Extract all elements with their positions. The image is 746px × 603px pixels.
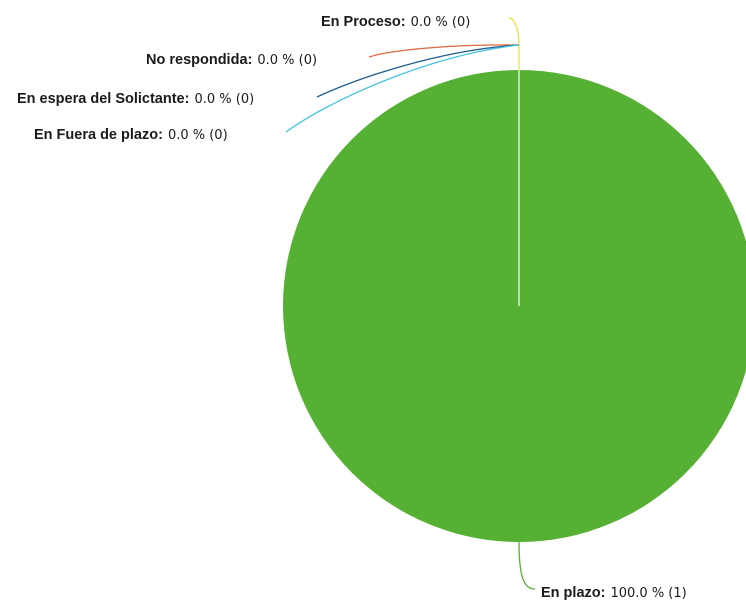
label-name: En espera del Solictante	[17, 91, 185, 107]
label-value: 100.0 % (1)	[610, 586, 686, 601]
label-value: 0.0 % (0)	[411, 15, 471, 30]
leader-line-no-respondida	[368, 44, 520, 58]
label-name: En plazo	[541, 585, 601, 601]
data-label-en-plazo: En plazo: 100.0 % (1)	[541, 585, 687, 601]
leader-line-en-espera-del-solictante	[316, 44, 520, 98]
label-colon: :	[401, 14, 406, 30]
label-colon: :	[248, 52, 253, 68]
label-name: En Fuera de plazo	[34, 127, 158, 143]
label-value: 0.0 % (0)	[257, 53, 317, 68]
data-label-en-proceso: En Proceso: 0.0 % (0)	[321, 14, 470, 30]
label-value: 0.0 % (0)	[168, 128, 228, 143]
label-colon: :	[601, 585, 606, 601]
pie-slice-en-plazo	[283, 70, 746, 542]
label-colon: :	[158, 127, 163, 143]
label-value: 0.0 % (0)	[194, 92, 254, 107]
label-colon: :	[185, 91, 190, 107]
leader-line-en-proceso	[508, 17, 520, 46]
label-name: No respondida	[146, 52, 248, 68]
leader-line-en-fuera-de-plazo	[285, 44, 520, 133]
label-name: En Proceso	[321, 14, 401, 30]
data-label-en-espera-del-solictante: En espera del Solictante: 0.0 % (0)	[17, 91, 254, 107]
data-label-en-fuera-de-plazo: En Fuera de plazo: 0.0 % (0)	[34, 127, 228, 143]
leader-line-en-plazo	[518, 541, 536, 590]
data-label-no-respondida: No respondida: 0.0 % (0)	[146, 52, 317, 68]
